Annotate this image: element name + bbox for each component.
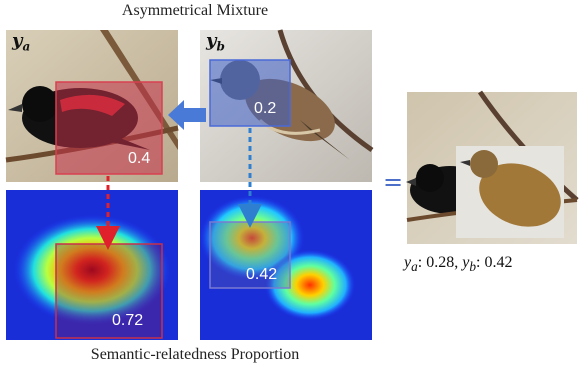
result-label: ya: 0.28, yb: 0.42 [404,254,513,275]
heat-value-a: 0.72 [112,312,144,329]
heat-value-b: 0.42 [246,266,278,283]
paste-arrow [168,100,206,130]
heatmap-b [200,190,372,340]
heatmap-box-b [209,221,291,289]
heatmap-box-a [55,243,163,339]
symbol-ya: ya [12,30,31,54]
diagram-caption: Semantic-relatedness Proportion [90,346,300,363]
heatmap-a [6,190,178,340]
crop-value-b: 0.2 [254,100,277,117]
result-image [406,90,579,244]
symbol-yb: yb [206,30,225,54]
equals-sign: = [383,168,404,196]
diagram-title: Asymmetrical Mixture [121,2,269,19]
crop-value-a: 0.4 [128,150,151,167]
crop-box-b [209,59,291,127]
crop-box-a [55,81,163,175]
